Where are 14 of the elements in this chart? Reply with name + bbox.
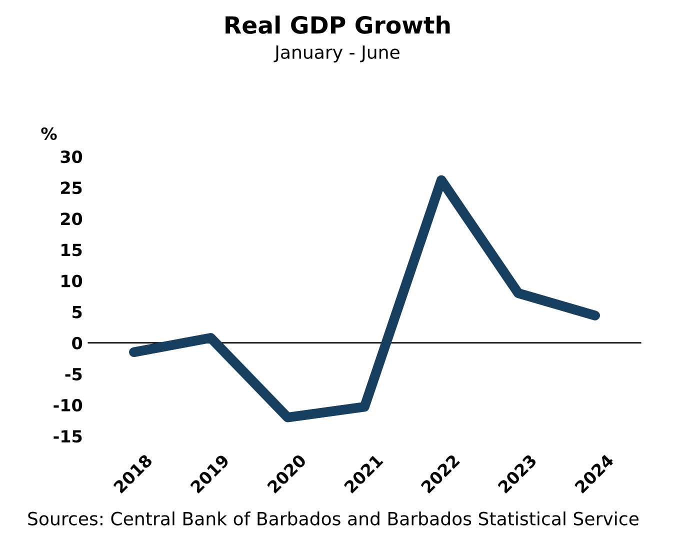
- y-tick-label: 0: [72, 336, 82, 350]
- y-tick-label: 20: [61, 212, 82, 226]
- y-tick-label: 10: [62, 274, 82, 288]
- chart-subtitle: January - June: [274, 46, 400, 62]
- y-axis-title: %: [41, 127, 57, 140]
- y-tick-label: -10: [54, 398, 82, 412]
- y-tick-label: -15: [54, 430, 82, 443]
- y-tick-label: 30: [60, 150, 82, 164]
- y-tick-label: 15: [62, 244, 82, 256]
- y-tick-label: 25: [61, 182, 82, 194]
- source-note: Sources: Central Bank of Barbados and Barbados Statistical Service: [28, 511, 638, 526]
- y-tick-label: -5: [65, 368, 82, 380]
- chart-title: Real GDP Growth: [226, 16, 450, 34]
- y-tick-label: 5: [72, 306, 82, 318]
